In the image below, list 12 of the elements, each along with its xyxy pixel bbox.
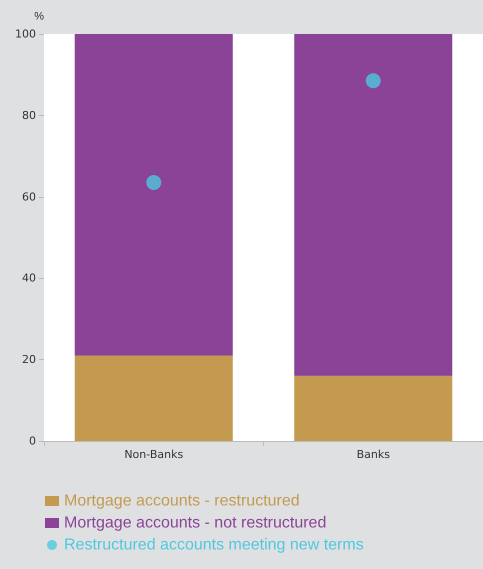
x-tick-label: Banks: [356, 448, 390, 461]
y-tick-label: 60: [22, 190, 36, 204]
legend-label: Mortgage accounts - restructured: [64, 492, 300, 510]
y-tick-label: 20: [22, 353, 36, 366]
legend-label: Mortgage accounts - not restructured: [64, 514, 326, 532]
y-tick-label: 80: [22, 108, 36, 122]
x-tick-label: Non-Banks: [124, 448, 184, 461]
y-tick-label: 100: [15, 28, 36, 40]
y-tick-label: 0: [29, 434, 36, 448]
y-tick-label: 40: [22, 272, 36, 285]
y-axis-title: %: [34, 10, 44, 22]
legend-label: Restructured accounts meeting new terms: [64, 536, 364, 554]
